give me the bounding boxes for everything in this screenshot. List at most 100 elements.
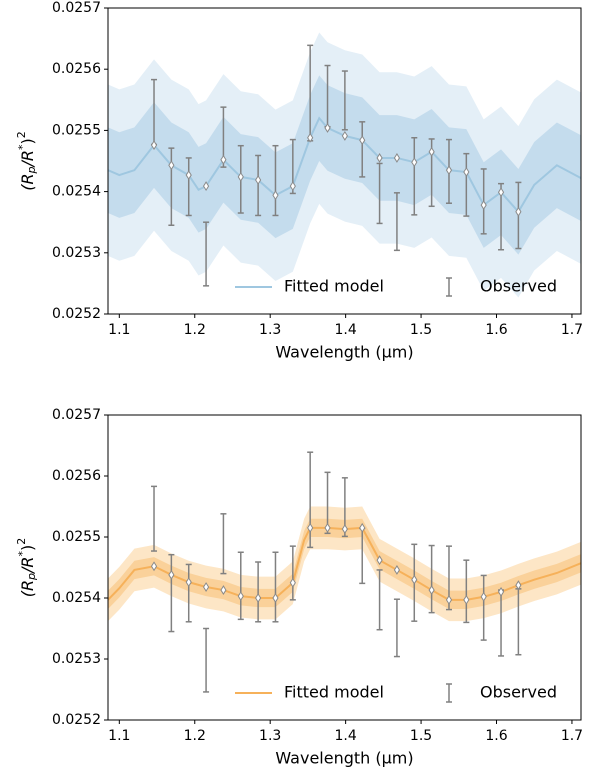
y-axis-label-part: p <box>25 166 38 174</box>
error-bar <box>220 513 227 575</box>
y-tick-label: 0.0253 <box>52 651 101 667</box>
error-bar <box>168 553 175 633</box>
binned-model-marker <box>272 190 279 201</box>
binned-model-marker <box>307 522 314 533</box>
binned-model-marker <box>255 593 262 603</box>
binned-model-marker <box>185 170 192 181</box>
y-axis-label: (Rp/R*)2 <box>15 131 38 191</box>
binned-model-marker <box>255 175 262 185</box>
binned-model-marker <box>445 594 453 605</box>
binned-model-marker <box>480 200 487 211</box>
error-bar <box>376 162 383 225</box>
y-tick-label: 0.0255 <box>52 529 101 545</box>
y-tick-label: 0.0253 <box>52 245 101 261</box>
error-bar <box>151 485 158 552</box>
binned-model-marker <box>411 574 418 585</box>
x-tick-label: 1.5 <box>410 728 432 744</box>
axes-frame <box>107 7 582 315</box>
y-axis-label-part: (R <box>18 580 37 597</box>
error-bar <box>255 154 262 217</box>
binned-model-marker <box>150 561 158 572</box>
x-tick-label: 1.2 <box>184 322 206 338</box>
y-tick-label: 0.0257 <box>52 0 101 16</box>
y-tick-label: 0.0252 <box>52 712 101 728</box>
binned-model-marker <box>359 522 366 533</box>
error-bar <box>255 561 262 623</box>
x-tick-label: 1.1 <box>108 322 130 338</box>
plot-area <box>108 451 581 693</box>
binned-model-marker <box>463 594 470 605</box>
error-bar <box>393 192 400 252</box>
binned-model-marker <box>497 187 505 198</box>
y-axis-label-part: /R <box>18 150 37 169</box>
y-tick-label: 0.0255 <box>52 122 101 138</box>
legend-label: Fitted model <box>284 683 384 702</box>
y-axis-label-part: ) <box>18 138 37 144</box>
binned-model-marker <box>393 564 401 575</box>
error-bar <box>203 221 210 287</box>
error-bar <box>185 157 192 217</box>
error-bar <box>376 569 383 631</box>
y-tick-label: 0.0256 <box>52 468 101 484</box>
x-tick-label: 1.7 <box>561 322 583 338</box>
binned-model-marker <box>220 585 227 596</box>
plot-area <box>108 32 581 298</box>
uncertainty-band <box>108 75 581 255</box>
y-axis-label-part: /R <box>18 556 37 575</box>
x-axis-label: Wavelength (μm) <box>275 343 413 362</box>
binned-model-marker <box>168 569 175 580</box>
y-axis-label-part: * <box>16 144 29 150</box>
uncertainty-band <box>108 518 581 609</box>
binned-model-marker <box>168 160 175 171</box>
error-bar <box>463 152 470 217</box>
binned-model-marker <box>445 165 453 176</box>
binned-model-marker <box>307 132 314 143</box>
y-axis-label-part: 2 <box>15 538 28 545</box>
y-axis-label-part: (R <box>18 173 37 190</box>
x-tick-label: 1.6 <box>485 322 507 338</box>
error-bar <box>341 70 348 131</box>
x-tick-label: 1.1 <box>108 728 130 744</box>
y-axis-label-part: ) <box>18 545 37 551</box>
binned-model-marker <box>376 555 383 566</box>
x-tick-label: 1.6 <box>485 728 507 744</box>
binned-model-marker <box>376 152 383 163</box>
x-tick-label: 1.4 <box>334 728 356 744</box>
binned-model-marker <box>411 157 418 168</box>
binned-model-marker <box>202 582 210 592</box>
binned-model-marker <box>341 130 348 141</box>
binned-model-marker <box>150 140 158 151</box>
axes-frame <box>107 414 582 721</box>
binned-model-marker <box>202 181 210 192</box>
x-axis-label: Wavelength (μm) <box>275 749 413 768</box>
binned-model-marker <box>480 591 487 602</box>
binned-model-marker <box>289 181 296 192</box>
binned-model-marker <box>393 152 401 163</box>
y-tick-label: 0.0252 <box>52 306 101 322</box>
binned-model-marker <box>515 206 522 217</box>
x-tick-label: 1.3 <box>259 322 281 338</box>
legend-label: Observed <box>480 683 557 702</box>
error-bar <box>272 144 279 217</box>
binned-model-marker <box>359 135 366 146</box>
error-bar <box>272 551 279 623</box>
error-bar <box>428 544 435 614</box>
binned-model-marker <box>341 524 348 535</box>
y-axis-label-part: * <box>16 550 29 556</box>
error-bar <box>289 545 296 601</box>
y-tick-label: 0.0254 <box>52 184 101 200</box>
error-bar <box>463 559 470 624</box>
binned-model-marker <box>497 586 505 597</box>
binned-model-marker <box>428 146 435 157</box>
x-tick-label: 1.2 <box>184 728 206 744</box>
y-tick-label: 0.0256 <box>52 61 101 77</box>
legend-label: Fitted model <box>284 277 384 296</box>
y-axis-label-part: 2 <box>15 131 28 138</box>
binned-model-marker <box>515 580 522 591</box>
binned-model-marker <box>237 171 244 182</box>
legend-label: Observed <box>480 277 557 296</box>
error-bar <box>203 627 210 693</box>
error-bar <box>393 598 400 658</box>
error-bar <box>480 574 487 641</box>
